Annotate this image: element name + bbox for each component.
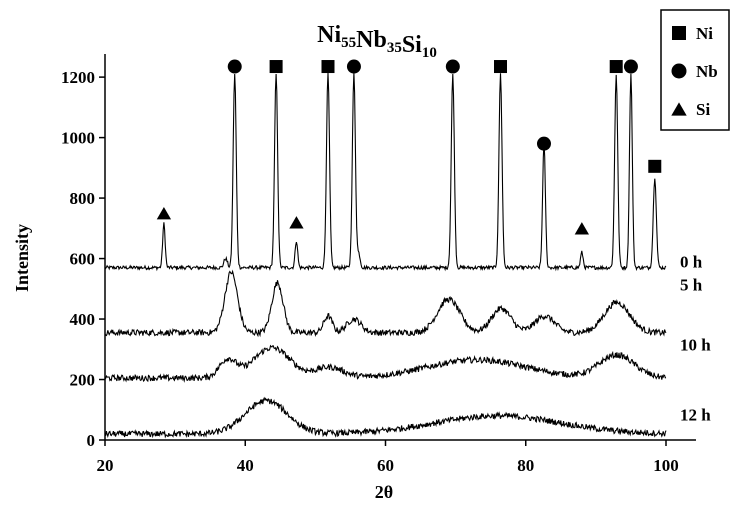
phase-marker-si (574, 222, 589, 235)
x-tick-label: 80 (517, 456, 534, 475)
legend-circle-icon (671, 63, 687, 79)
phase-marker-nb (623, 59, 638, 74)
y-tick-label: 800 (70, 189, 96, 208)
trace-10h (104, 344, 667, 383)
chart-title: Ni55Nb35Si10 (317, 22, 437, 61)
phase-marker-nb (227, 59, 242, 74)
title-element: Nb (356, 27, 387, 53)
y-tick-label: 1200 (61, 68, 95, 87)
y-axis-title: Intensity (12, 224, 32, 292)
legend-label: Nb (696, 62, 718, 81)
trace-label: 10 h (680, 336, 711, 355)
trace-0h (104, 72, 667, 272)
x-tick-label: 100 (653, 456, 679, 475)
phase-markers (156, 59, 662, 235)
trace-label: 5 h (680, 275, 703, 294)
phase-marker-ni (648, 159, 662, 173)
y-tick-label: 200 (70, 371, 96, 390)
axes: 0 200 400 600 800 1000 1200 20 40 60 80 100 (61, 54, 696, 475)
title-subscript: 55 (341, 35, 356, 51)
phase-marker-ni (269, 60, 283, 74)
legend-label: Si (696, 100, 710, 119)
x-tick-label: 40 (237, 456, 254, 475)
y-tick-label: 400 (70, 310, 96, 329)
phase-marker-ni (321, 60, 335, 74)
phase-marker-nb (536, 136, 551, 151)
title-subscript: 35 (387, 40, 402, 56)
legend-box (660, 9, 730, 131)
trace-12h (104, 396, 667, 439)
legend: Ni Nb Si (660, 9, 730, 131)
phase-marker-nb (346, 59, 361, 74)
trace-5h (104, 269, 667, 338)
title-subscript: 10 (422, 45, 437, 61)
phase-marker-ni (609, 60, 623, 74)
y-tick-label: 600 (70, 250, 96, 269)
title-element: Si (402, 32, 422, 58)
legend-label: Ni (696, 24, 713, 43)
trace-label: 0 h (680, 253, 703, 272)
legend-triangle-icon (671, 102, 687, 116)
phase-marker-si (156, 207, 172, 220)
title-element: Ni (317, 22, 341, 48)
phase-marker-si (289, 216, 304, 229)
phase-marker-ni (494, 60, 508, 74)
diffraction-traces: 0 h 5 h 10 h 12 h (104, 72, 711, 439)
phase-marker-nb (445, 59, 460, 74)
x-tick-label: 60 (377, 456, 394, 475)
trace-label: 12 h (680, 405, 711, 424)
legend-square-icon (672, 26, 686, 40)
x-tick-label: 20 (97, 456, 114, 475)
y-tick-label: 0 (87, 431, 96, 450)
y-tick-label: 1000 (61, 129, 95, 148)
x-axis-title: 2θ (375, 482, 393, 502)
